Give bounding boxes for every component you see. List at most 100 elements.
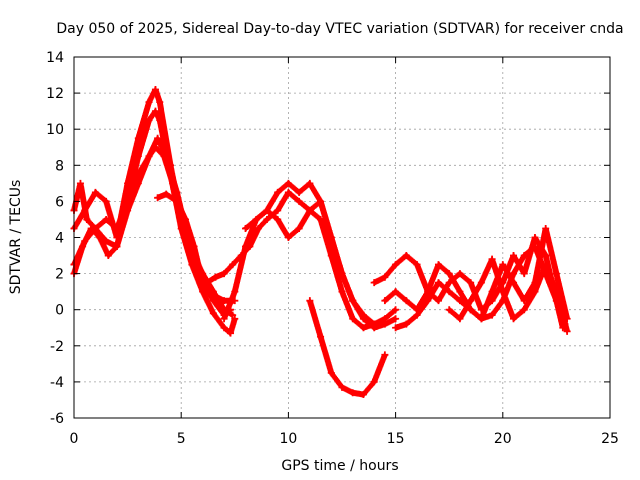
data-point	[445, 306, 453, 314]
data-point	[306, 297, 314, 305]
data-point	[434, 279, 442, 287]
data-point	[102, 197, 110, 205]
data-point	[220, 315, 228, 323]
series-sat-d	[70, 134, 237, 319]
data-point	[306, 206, 314, 214]
data-point	[488, 255, 496, 263]
data-point	[349, 315, 357, 323]
data-point	[254, 224, 262, 232]
data-point	[542, 224, 550, 232]
data-point	[338, 288, 346, 296]
data-point	[402, 320, 410, 328]
data-point	[445, 279, 453, 287]
data-point	[381, 315, 389, 323]
data-point	[154, 134, 162, 142]
data-point	[151, 85, 159, 93]
data-point	[392, 324, 400, 332]
data-point	[456, 315, 464, 323]
y-tick-label: 4	[55, 231, 64, 247]
data-point	[134, 134, 142, 142]
data-point	[145, 116, 153, 124]
data-point	[102, 215, 110, 223]
data-point	[370, 378, 378, 386]
x-tick-label: 25	[601, 431, 619, 447]
data-point	[359, 324, 367, 332]
data-point	[381, 273, 389, 281]
data-point	[263, 215, 271, 223]
data-point	[79, 243, 87, 251]
data-point	[104, 252, 112, 260]
data-point	[477, 315, 485, 323]
y-tick-label: 2	[55, 267, 64, 283]
data-point	[229, 311, 237, 319]
data-point	[306, 179, 314, 187]
data-point	[424, 288, 432, 296]
data-point	[274, 215, 282, 223]
data-point	[220, 270, 228, 278]
data-point	[327, 369, 335, 377]
data-point	[392, 306, 400, 314]
data-point	[145, 152, 153, 160]
data-point	[274, 206, 282, 214]
data-point	[445, 270, 453, 278]
data-point	[220, 324, 228, 332]
data-point	[424, 297, 432, 305]
data-point	[327, 234, 335, 241]
y-tick-label: 8	[55, 158, 64, 174]
data-point	[76, 179, 84, 187]
data-point	[402, 252, 410, 260]
data-point	[338, 383, 346, 391]
data-point	[499, 288, 507, 296]
data-point	[284, 179, 292, 187]
x-tick-label: 10	[279, 431, 297, 447]
data-point	[370, 320, 378, 328]
data-point	[284, 188, 292, 196]
data-point	[252, 215, 260, 223]
chart-title: Day 050 of 2025, Sidereal Day-to-day VTE…	[56, 21, 623, 37]
y-tick-label: -6	[50, 411, 64, 427]
data-point	[113, 243, 121, 251]
x-tick-label: 15	[387, 431, 405, 447]
data-point	[338, 270, 346, 278]
data-point	[91, 224, 99, 232]
y-tick-label: 0	[55, 303, 64, 319]
data-point	[181, 215, 189, 223]
y-tick-label: 12	[46, 86, 64, 102]
data-point	[552, 270, 560, 278]
data-point	[295, 197, 303, 205]
series-sat-k	[381, 224, 571, 323]
data-point	[295, 188, 303, 196]
data-point	[231, 315, 239, 323]
data-point	[413, 261, 421, 269]
data-point	[359, 391, 367, 399]
data-point	[199, 288, 207, 296]
data-point	[349, 297, 357, 305]
data-point	[510, 252, 518, 260]
data-point	[381, 297, 389, 305]
data-point	[154, 194, 162, 202]
y-tick-label: -2	[50, 339, 64, 355]
series-sat-h	[306, 297, 389, 399]
data-point	[520, 270, 528, 278]
data-point	[488, 311, 496, 319]
y-tick-label: -4	[50, 375, 64, 391]
data-point	[563, 327, 571, 335]
data-point	[242, 243, 250, 251]
data-point	[317, 333, 325, 341]
data-point	[392, 288, 400, 296]
x-axis-label: GPS time / hours	[281, 458, 398, 474]
data-point	[467, 306, 475, 314]
data-point	[434, 261, 442, 269]
data-point	[542, 261, 550, 269]
data-point	[173, 188, 181, 196]
data-point	[392, 261, 400, 269]
data-point	[488, 288, 496, 296]
data-point	[317, 215, 325, 223]
data-point	[91, 188, 99, 196]
data-point	[209, 288, 217, 296]
data-point	[263, 206, 271, 214]
data-point	[456, 297, 464, 305]
data-point	[231, 288, 239, 296]
data-point	[151, 107, 159, 115]
